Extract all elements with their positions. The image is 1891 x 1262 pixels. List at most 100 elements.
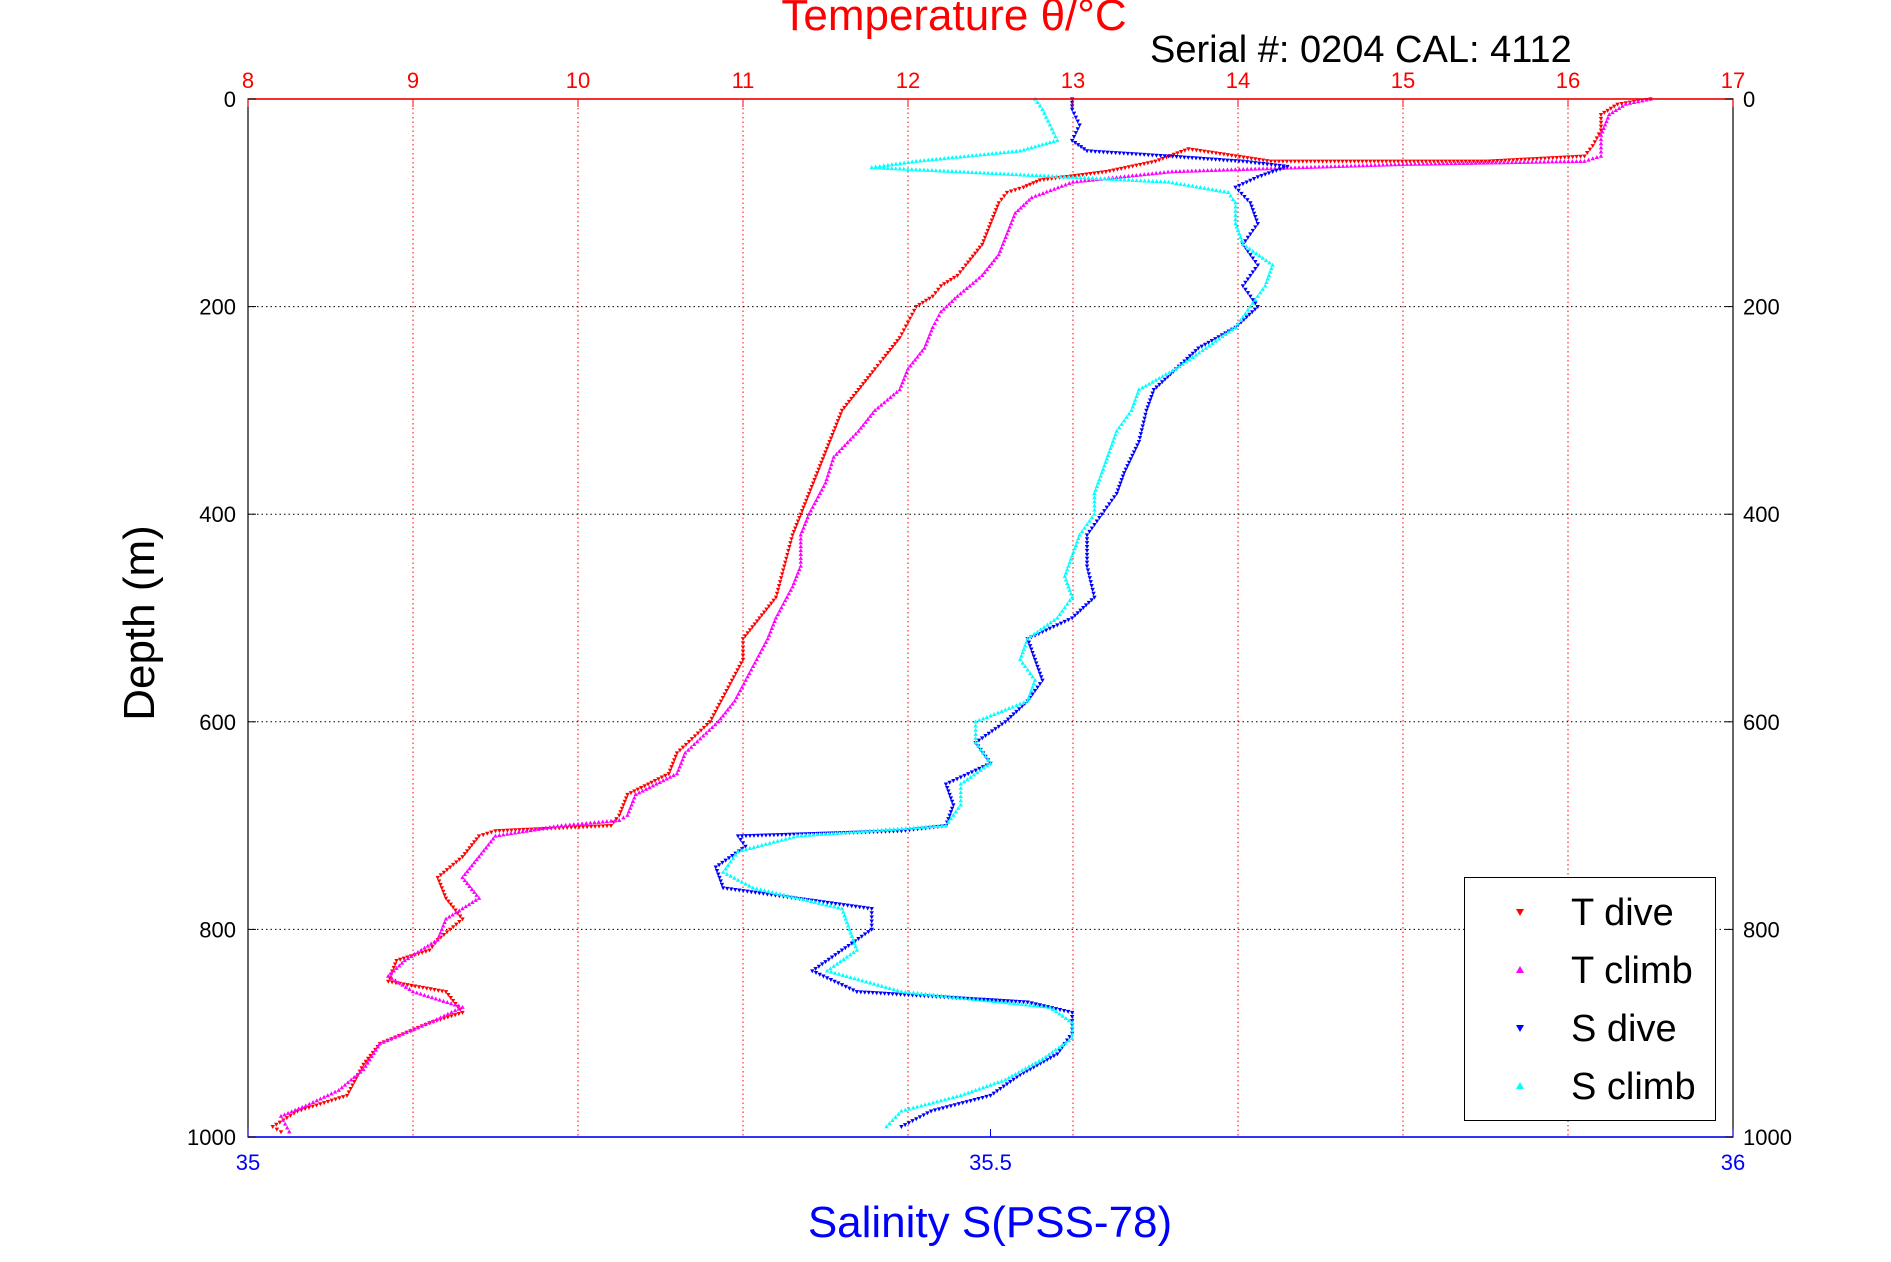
data-point [992,211,997,216]
data-point [1150,379,1155,384]
data-point [827,439,832,444]
data-point [489,830,494,835]
data-point [449,1010,454,1015]
data-point [1608,106,1614,111]
data-point [1602,110,1607,115]
data-point [1089,583,1094,588]
data-point [830,458,835,463]
data-point [803,833,808,838]
data-point [969,1089,975,1094]
data-point [737,664,742,669]
data-point [801,525,806,530]
data-point [1233,221,1238,226]
data-point [870,370,875,375]
data-point [1069,1010,1075,1015]
data-point [436,933,442,938]
data-point [508,831,514,836]
data-point [927,992,932,997]
data-point [841,956,846,961]
data-point [817,972,822,977]
data-point [505,828,510,833]
data-point [1253,301,1258,306]
data-point [729,678,735,683]
data-point [656,777,661,782]
data-point [972,251,978,256]
data-point [798,532,803,537]
data-point [453,908,458,913]
data-point [1277,167,1283,172]
data-point [743,881,748,886]
data-point [821,453,827,458]
data-point [718,699,724,704]
data-point [645,782,651,787]
data-point [488,839,493,844]
data-point [974,152,979,157]
data-point [793,526,798,531]
data-point [723,858,728,863]
data-point [1238,318,1243,323]
data-point [1014,703,1019,708]
data-point [839,446,845,451]
data-point [418,991,423,996]
data-point [1201,168,1206,173]
data-point [948,278,954,283]
data-point [1106,176,1111,181]
data-point [1122,174,1127,179]
data-point [1062,605,1067,610]
data-point [1263,283,1268,288]
data-point [1162,154,1167,159]
data-point [1014,1075,1020,1080]
data-point [842,443,847,448]
data-point [1024,639,1029,644]
data-point [991,1091,996,1096]
data-point [878,402,884,407]
data-point [1094,484,1100,489]
data-point [1243,239,1248,244]
data-point [1074,175,1079,180]
data-point [1107,449,1112,454]
data-point [1497,160,1502,165]
data-point [1598,141,1604,146]
data-point [1041,1004,1047,1009]
data-point [1256,161,1262,166]
data-point [973,1087,978,1092]
data-point [536,826,541,831]
data-point [844,402,849,407]
data-point [1072,173,1078,178]
data-point [881,356,886,361]
data-point [667,774,673,779]
data-point [1054,174,1059,179]
data-point [718,716,723,721]
data-point [1213,151,1219,156]
data-point [576,825,582,830]
data-point [946,817,951,822]
data-point [834,451,839,456]
data-point [1166,154,1171,159]
data-point [521,827,526,832]
data-point [1292,159,1298,164]
data-point [695,739,700,744]
data-point [735,834,741,839]
data-point [923,298,929,303]
data-point [435,875,440,880]
data-point [828,969,834,974]
data-point [1324,159,1329,164]
data-point [318,1096,323,1101]
data-point [898,992,903,997]
data-point [1157,375,1162,380]
data-point [771,598,776,603]
data-point [1141,152,1147,157]
data-point [1042,173,1047,178]
data-point [1186,147,1191,152]
data-point [1114,177,1119,182]
data-point [1075,143,1081,148]
data-point [1233,208,1238,213]
data-point [895,826,900,831]
data-point [1257,253,1262,258]
data-point [473,897,478,902]
data-point [843,830,848,835]
data-point [1136,387,1142,392]
data-point [1437,161,1442,166]
data-point [973,719,978,724]
data-point [465,881,470,886]
